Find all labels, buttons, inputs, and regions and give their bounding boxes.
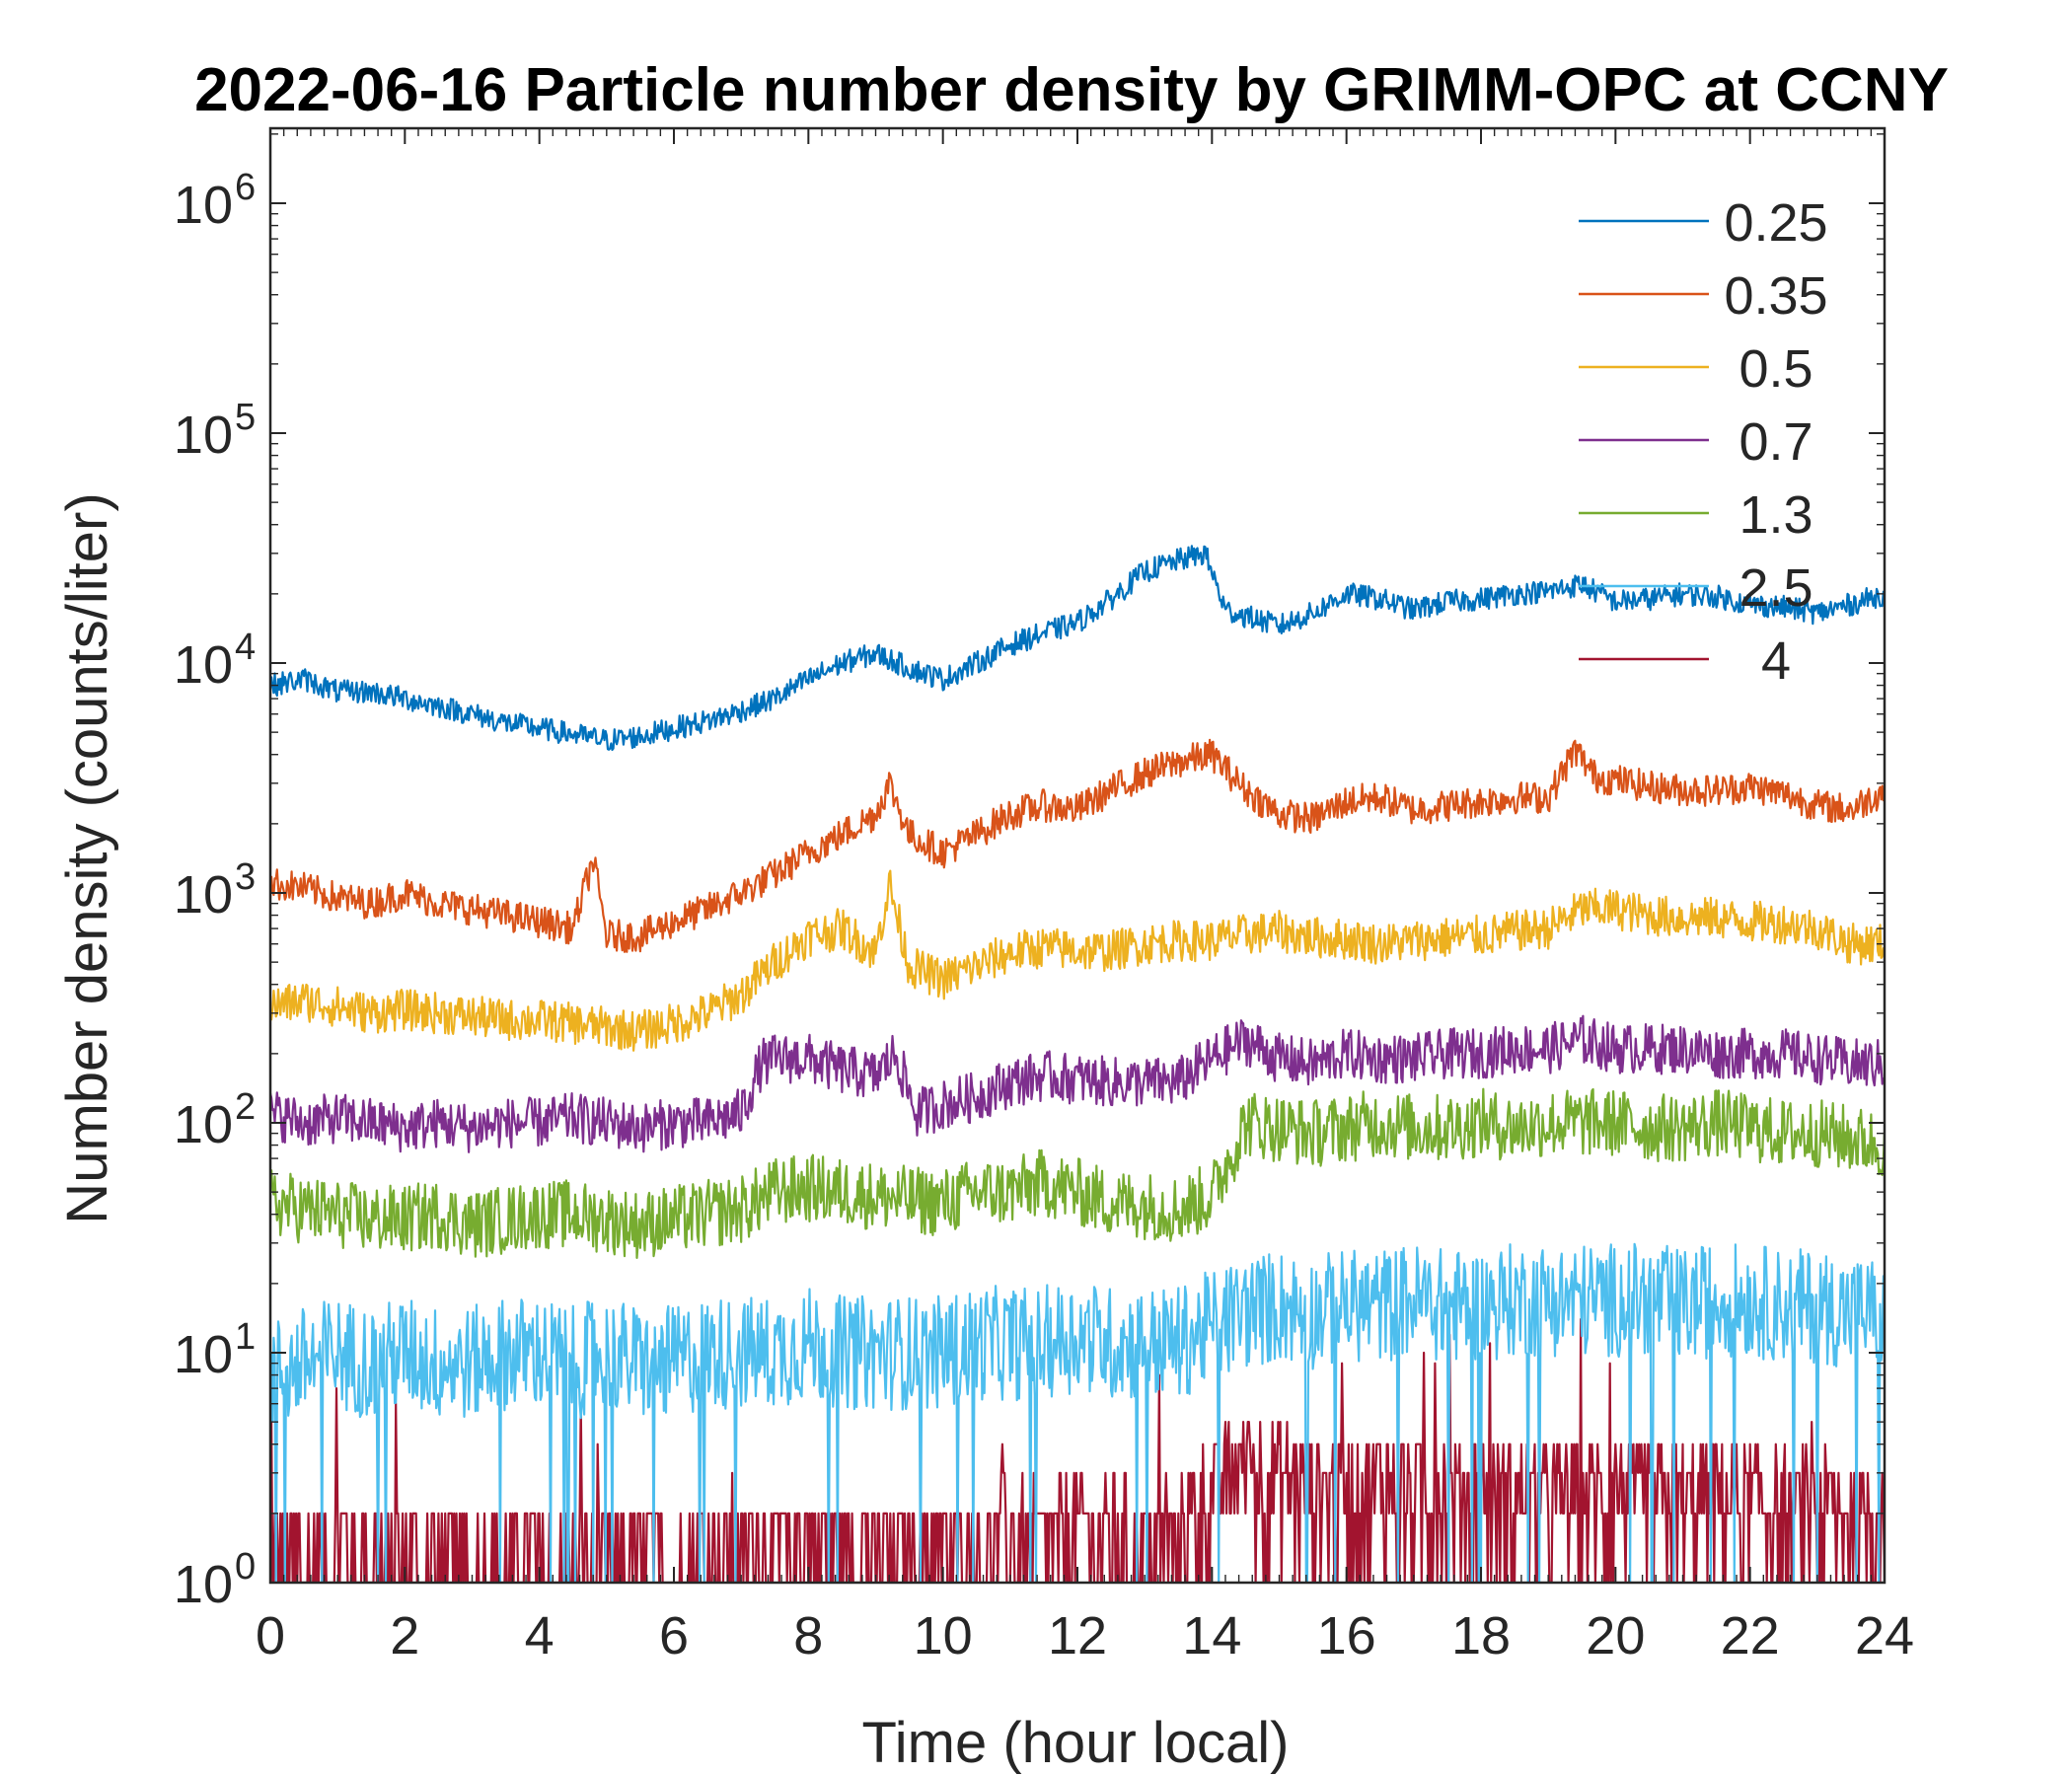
series-line-0-7 [270, 1014, 1885, 1153]
y-tick-exponent: 3 [235, 856, 256, 898]
y-tick-exponent: 6 [235, 167, 256, 208]
plot-area-frame [268, 126, 1887, 1585]
legend-label: 1.3 [1739, 485, 1813, 545]
x-tick-label: 18 [1451, 1606, 1511, 1665]
x-tick-label: 14 [1182, 1606, 1241, 1665]
series-line-0-5 [270, 869, 1885, 1052]
legend-label: 0.35 [1724, 266, 1827, 326]
x-tick-label: 20 [1586, 1606, 1645, 1665]
legend: 0.25 0.35 0.5 0.7 1.3 2.5 4 [1579, 193, 1828, 691]
y-tick-exponent: 2 [235, 1086, 256, 1128]
x-tick-label: 2 [390, 1606, 419, 1665]
y-tick-exponent: 4 [235, 627, 256, 668]
series-line-0-25 [270, 545, 1885, 752]
y-tick-label: 10 [174, 176, 233, 235]
y-tick-label: 10 [174, 406, 233, 465]
legend-label: 4 [1761, 631, 1791, 691]
x-tick-label: 10 [914, 1606, 973, 1665]
series-line-2-5 [270, 1242, 1885, 1583]
x-tick-label: 8 [793, 1606, 823, 1665]
series-line-1-3 [270, 1087, 1885, 1259]
y-tick-exponent: 1 [235, 1316, 256, 1358]
y-tick-label: 10 [174, 1555, 233, 1614]
legend-label: 2.5 [1739, 558, 1813, 618]
legend-label: 0.7 [1739, 412, 1813, 472]
y-tick-label: 10 [174, 1325, 233, 1384]
x-tick-label: 16 [1317, 1606, 1376, 1665]
series-layer [270, 545, 1885, 1583]
legend-label: 0.5 [1739, 339, 1813, 399]
series-line-0-35 [270, 738, 1885, 953]
y-axis-label: Number density (counts/liter) [55, 492, 119, 1223]
legend-label: 0.25 [1724, 193, 1827, 253]
y-tick-exponent: 5 [235, 397, 256, 438]
y-tick-label: 10 [174, 865, 233, 925]
x-tick-label: 12 [1048, 1606, 1107, 1665]
x-tick-label: 4 [525, 1606, 555, 1665]
y-tick-exponent: 0 [235, 1546, 256, 1588]
x-tick-label: 22 [1721, 1606, 1780, 1665]
x-tick-label: 24 [1855, 1606, 1914, 1665]
series-line-4 [270, 1317, 1885, 1583]
x-axis-label: Time (hour local) [862, 1711, 1290, 1775]
chart-title: 2022-06-16 Particle number density by GR… [194, 56, 1949, 124]
x-tick-label: 0 [256, 1606, 285, 1665]
y-tick-label: 10 [174, 1095, 233, 1154]
y-tick-label: 10 [174, 635, 233, 695]
x-tick-label: 6 [659, 1606, 689, 1665]
